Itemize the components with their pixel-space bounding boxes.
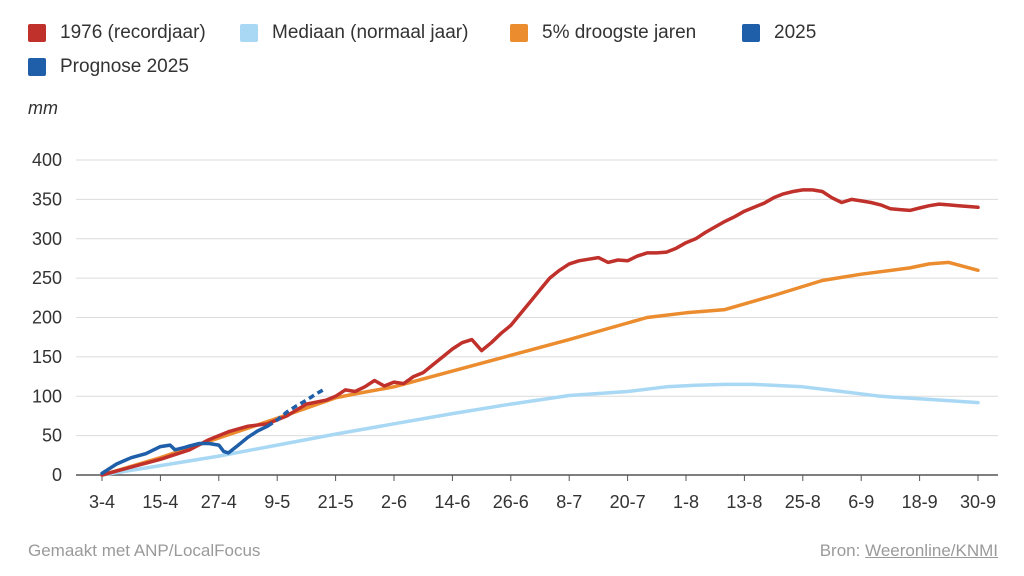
- legend-swatch-driest: [510, 24, 528, 42]
- x-tick-label: 30-9: [960, 492, 996, 512]
- legend-label-median: Mediaan (normaal jaar): [272, 22, 469, 43]
- series-layer: [100, 188, 980, 477]
- legend-label-prognose: Prognose 2025: [60, 56, 189, 77]
- grid-layer: [76, 159, 998, 476]
- x-tick-label: 25-8: [785, 492, 821, 512]
- y-tick-label: 200: [32, 308, 62, 328]
- y-tick-label: 100: [32, 386, 62, 406]
- x-tick-label: 3-4: [89, 492, 115, 512]
- legend-label-2025: 2025: [774, 22, 817, 43]
- series-line-2025: [100, 424, 270, 476]
- legend-label-driest: 5% droogste jaren: [542, 22, 697, 43]
- footer-made-with: Gemaakt met ANP/LocalFocus: [28, 541, 261, 560]
- y-axis-unit-label: mm: [28, 98, 58, 118]
- y-tick-label: 300: [32, 229, 62, 249]
- legend-swatch-prognose: [28, 58, 46, 76]
- legend-swatch-median: [240, 24, 258, 42]
- x-tick-label: 8-7: [556, 492, 582, 512]
- legend-item-driest[interactable]: 5% droogste jaren: [510, 22, 696, 44]
- y-tick-label: 150: [32, 347, 62, 367]
- x-tick-label: 18-9: [902, 492, 938, 512]
- footer-source: Bron: Weeronline/KNMI: [820, 541, 998, 561]
- y-tick-label: 250: [32, 268, 62, 288]
- legend-label-1976: 1976 (recordjaar): [60, 22, 206, 43]
- x-tick-label: 14-6: [434, 492, 470, 512]
- x-tick-label: 15-4: [142, 492, 178, 512]
- x-tick-label: 20-7: [610, 492, 646, 512]
- legend-item-1976[interactable]: 1976 (recordjaar): [28, 22, 206, 44]
- x-tick-label: 2-6: [381, 492, 407, 512]
- y-tick-label: 50: [42, 426, 62, 446]
- legend-swatch-2025: [742, 24, 760, 42]
- x-tick-layer: 3-4 15-4 27-4 9-5 21-5 2-6 14-6 26-6 8-7 20-7 1-8 1…: [89, 475, 996, 512]
- y-tick-label: 350: [32, 189, 62, 209]
- series-line-5-droogste-jaren: [100, 260, 980, 477]
- legend-item-prognose[interactable]: Prognose 2025: [28, 56, 189, 78]
- series-line-1976-recordjaar: [100, 188, 980, 477]
- x-tick-label: 6-9: [848, 492, 874, 512]
- x-tick-label: 1-8: [673, 492, 699, 512]
- legend-swatch-1976: [28, 24, 46, 42]
- x-tick-label: 26-6: [493, 492, 529, 512]
- footer-source-prefix: Bron:: [819, 541, 861, 560]
- legend-item-2025[interactable]: 2025: [742, 22, 816, 44]
- legend-item-median[interactable]: Mediaan (normaal jaar): [240, 22, 468, 44]
- y-tick-layer: 0 50 100 150 200 250 300 350 400: [32, 150, 62, 485]
- y-tick-label: 0: [52, 465, 62, 485]
- footer-source-link[interactable]: Weeronline/KNMI: [865, 541, 998, 560]
- y-tick-label: 400: [32, 150, 62, 170]
- series-line-prognose-2025: [266, 386, 327, 428]
- x-tick-label: 27-4: [201, 492, 237, 512]
- x-tick-label: 13-8: [726, 492, 762, 512]
- series-line-mediaan-normaal-jaar: [100, 382, 980, 477]
- x-tick-label: 9-5: [264, 492, 290, 512]
- x-tick-label: 21-5: [318, 492, 354, 512]
